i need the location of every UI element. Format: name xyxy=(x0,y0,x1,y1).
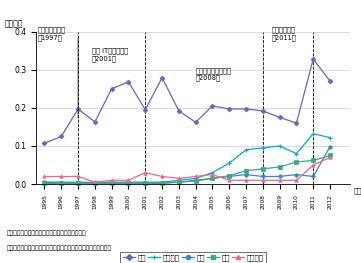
Text: アジア通貨危機: アジア通貨危機 xyxy=(38,27,66,33)
Text: （1997）: （1997） xyxy=(38,34,62,41)
Text: 資料：経済産業省「海外事業活動基本調査」の個票から再集計。: 資料：経済産業省「海外事業活動基本調査」の個票から再集計。 xyxy=(7,246,112,251)
Text: （2011）: （2011） xyxy=(271,34,296,41)
Text: （2001）: （2001） xyxy=(92,55,116,62)
Text: （兆円）: （兆円） xyxy=(5,19,23,28)
Text: （年度）: （年度） xyxy=(353,187,361,194)
Text: リーマン・ショック: リーマン・ショック xyxy=(196,67,232,74)
Text: 米国 ITバブル崩壊: 米国 ITバブル崩壊 xyxy=(92,48,128,54)
Legend: 米国, ブラジル, 韓国, 中国, オランダ: 米国, ブラジル, 韓国, 中国, オランダ xyxy=(120,252,266,263)
Text: 備考：個票から業業中の海外現地法人で再集計。: 備考：個票から業業中の海外現地法人で再集計。 xyxy=(7,230,87,236)
Text: 東日本大震災: 東日本大震災 xyxy=(271,27,295,33)
Text: （2008）: （2008） xyxy=(196,74,221,81)
